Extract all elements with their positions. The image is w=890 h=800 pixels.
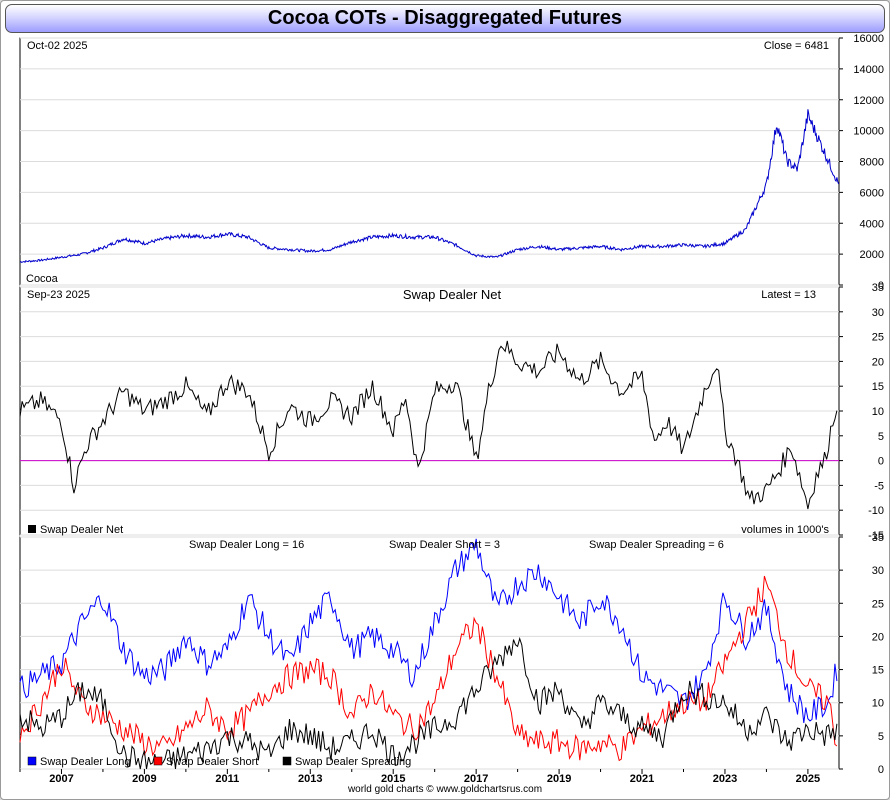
components-ytick-label: 25	[872, 598, 884, 610]
x-tick-label: 2025	[796, 773, 820, 785]
legend-swatch-spreading	[282, 756, 292, 766]
legend-swatch-short	[153, 756, 163, 766]
x-tick-label: 2011	[215, 773, 239, 785]
net-ytick-label: -10	[868, 505, 884, 517]
net-units-label: volumes in 1000's	[741, 524, 829, 536]
legend-label-short: Swap Dealer Short	[166, 756, 258, 768]
net-legend-swatch	[28, 525, 36, 533]
net-ytick-label: -5	[874, 480, 884, 492]
components-y-axis: 0 5 10 15 20 25 30 35	[839, 532, 884, 776]
swap-dealer-short-line	[19, 575, 838, 762]
components-ytick-label: 30	[872, 565, 884, 577]
net-latest-label: Latest = 13	[761, 289, 816, 301]
net-ytick-label: 35	[872, 282, 884, 294]
net-title: Swap Dealer Net	[403, 287, 502, 302]
net-ytick-label: 25	[872, 332, 884, 344]
net-y-axis: -15 -10 -5 0 5 10 15 20 25 30 35	[839, 282, 884, 542]
price-ytick-label: 8000	[860, 157, 884, 169]
components-ytick-label: 35	[872, 532, 884, 544]
price-ytick-label: 10000	[853, 126, 884, 138]
components-ytick-label: 10	[872, 698, 884, 710]
net-series	[19, 340, 839, 510]
components-ytick-label: 15	[872, 665, 884, 677]
net-ytick-label: -15	[868, 530, 884, 542]
price-ytick-label: 2000	[860, 249, 884, 261]
price-panel: 0 2000 4000 6000 8000 10000 12000 14000 16000 Oc…	[19, 33, 884, 292]
components-ytick-label: 0	[878, 764, 884, 776]
price-close-label: Close = 6481	[764, 40, 829, 52]
components-ytick-label: 20	[872, 631, 884, 643]
footer-credit: world gold charts © www.goldchartsrus.co…	[347, 784, 543, 795]
net-legend-label: Swap Dealer Net	[40, 524, 123, 536]
net-ytick-label: 30	[872, 307, 884, 319]
chart-title: Cocoa COTs - Disaggregated Futures	[267, 7, 623, 29]
legend-label-long: Swap Dealer Long	[40, 756, 131, 768]
short-value-label: Swap Dealer Short = 3	[389, 539, 500, 551]
swap-dealer-net-line	[19, 340, 838, 510]
title-bar: Cocoa COTs - Disaggregated Futures	[5, 4, 885, 33]
x-tick-label: 2021	[630, 773, 654, 785]
cocoa-line	[19, 109, 840, 264]
price-ytick-label: 12000	[853, 95, 884, 107]
long-value-label: Swap Dealer Long = 16	[189, 539, 304, 551]
price-ytick-label: 4000	[860, 218, 884, 230]
net-panel: -15 -10 -5 0 5 10 15 20 25 30 35 Sep-23 2025 Swap …	[19, 282, 884, 542]
price-ytick-label: 0	[878, 280, 884, 292]
x-tick-label: 2017	[464, 773, 488, 785]
price-date-label: Oct-02 2025	[27, 40, 88, 52]
legend-swatch-long	[27, 756, 37, 766]
net-ytick-label: 10	[872, 406, 884, 418]
legend-label-spreading: Swap Dealer Spreading	[295, 756, 411, 768]
x-tick-label: 2007	[49, 773, 73, 785]
swap-dealer-long-line	[19, 538, 838, 723]
x-axis: 2007 2009 2011 2013 2015 2017 2019 2021 2023 2025	[19, 769, 820, 785]
price-series-label: Cocoa	[26, 273, 59, 285]
x-tick-label: 2019	[547, 773, 571, 785]
net-date-label: Sep-23 2025	[27, 289, 90, 301]
x-tick-label: 2013	[298, 773, 322, 785]
x-tick-label: 2023	[713, 773, 737, 785]
net-ytick-label: 0	[878, 456, 884, 468]
components-panel: 0 5 10 15 20 25 30 35 Swap Dealer Long = 16 Swa…	[19, 532, 884, 776]
net-ytick-label: 20	[872, 356, 884, 368]
x-tick-label: 2009	[132, 773, 156, 785]
price-ytick-label: 16000	[853, 33, 884, 45]
components-ytick-label: 5	[878, 731, 884, 743]
price-series	[19, 109, 840, 264]
net-ytick-label: 15	[872, 381, 884, 393]
spreading-value-label: Swap Dealer Spreading = 6	[589, 539, 724, 551]
x-tick-label: 2015	[381, 773, 405, 785]
net-gridlines	[20, 286, 839, 536]
components-legend: Swap Dealer Long Swap Dealer Short Swap …	[27, 756, 411, 768]
price-y-axis: 0 2000 4000 6000 8000 10000 12000 14000 16000	[839, 33, 884, 292]
net-ytick-label: 5	[878, 431, 884, 443]
price-ytick-label: 14000	[853, 64, 884, 76]
price-gridlines	[20, 37, 839, 286]
price-ytick-label: 6000	[860, 187, 884, 199]
